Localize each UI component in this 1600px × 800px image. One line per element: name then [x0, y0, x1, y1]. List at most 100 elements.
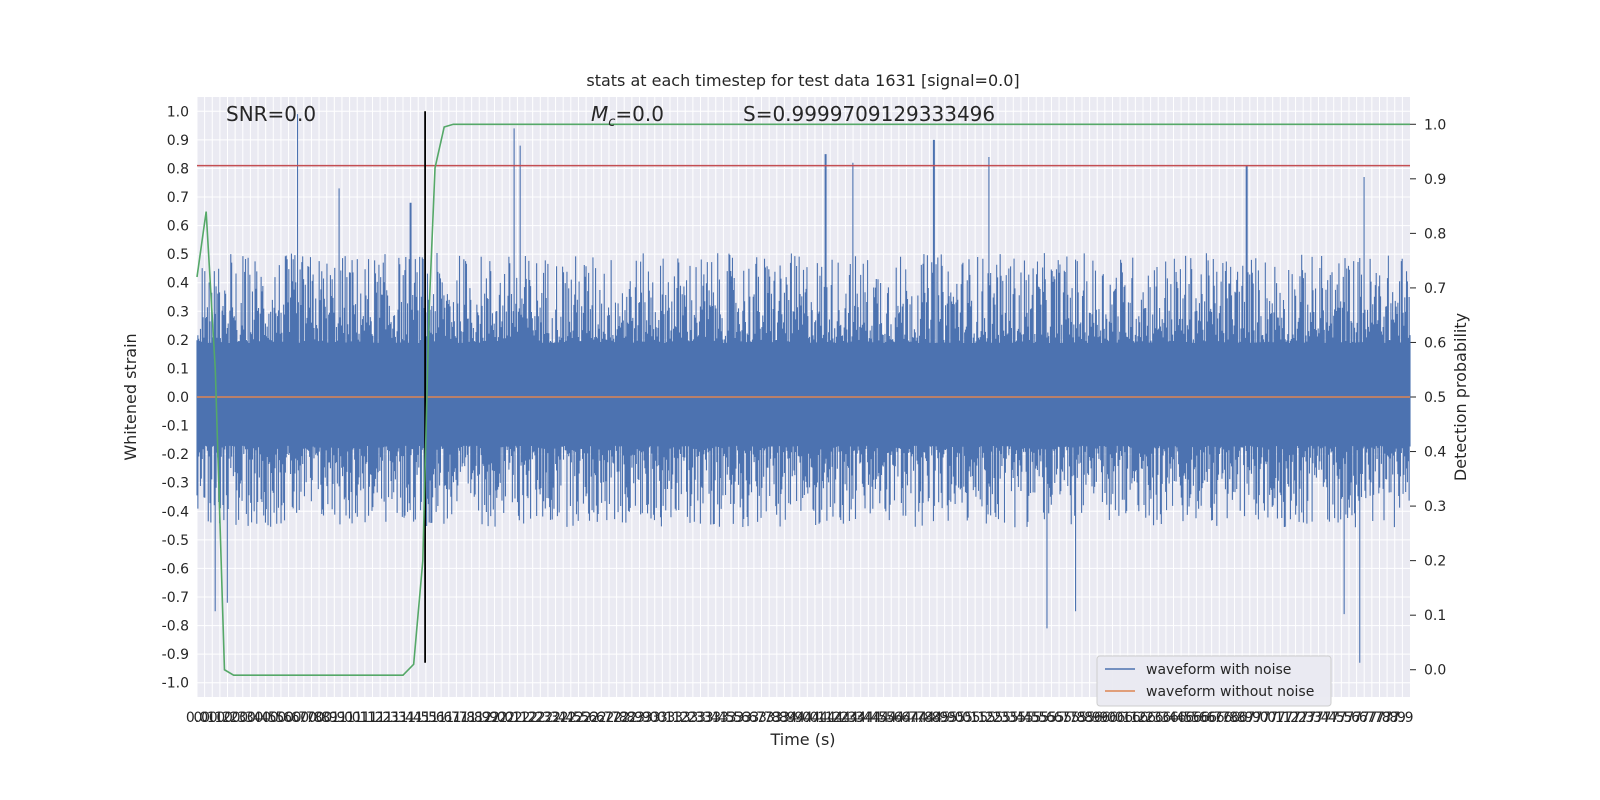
- x-tick-label: 4.1: [811, 710, 833, 726]
- x-tick-label: 4.9: [934, 710, 956, 726]
- x-tick-label: 0.3: [232, 710, 254, 726]
- x-tick-label: 0.5: [262, 710, 284, 726]
- x-tick-label: 6.5: [1170, 710, 1192, 726]
- x-tick-label: 2.5: [560, 710, 582, 726]
- legend: waveform with noise waveform without noi…: [1096, 655, 1332, 707]
- x-tick-label: 4.0: [796, 710, 818, 726]
- x-tick-label: 1.4: [392, 710, 414, 726]
- x-tick-label: 3.2: [674, 710, 696, 726]
- x-tick-label: 5.5: [1025, 710, 1047, 726]
- x-tick-label: 5.1: [956, 710, 978, 726]
- y-tick-label: 0.9: [167, 133, 189, 149]
- y-tick-label: -0.9: [162, 647, 189, 663]
- x-tick-label: 4.7: [903, 710, 925, 726]
- right-tick-label: 0.5: [1424, 390, 1446, 406]
- x-tick-label: 7.1: [1269, 710, 1291, 726]
- right-gridlines: [1410, 123, 1416, 671]
- x-tick-label: 3.8: [766, 710, 788, 726]
- x-tick-label: 7.3: [1292, 710, 1314, 726]
- x-tick-label: 0.5: [255, 710, 277, 726]
- x-tick-label: 3.9: [773, 710, 795, 726]
- right-tick-label: 0.9: [1424, 172, 1446, 188]
- x-tick-label: 7.1: [1262, 710, 1284, 726]
- right-tick-label: 0.2: [1424, 554, 1446, 570]
- x-tick-label: 1.6: [422, 710, 444, 726]
- right-tick-labels: 1.0 0.9 0.8 0.7 0.6 0.5 0.4 0.3 0.2 0.1 0.0: [1424, 117, 1446, 678]
- x-tick-label: 0.8: [308, 710, 330, 726]
- x-tick-label: 3.0: [636, 710, 658, 726]
- x-tick-label: 7.7: [1353, 710, 1375, 726]
- x-tick-label: 1.5: [415, 710, 437, 726]
- x-tick-label: 1.8: [453, 710, 475, 726]
- y-tick-label: -0.1: [162, 419, 189, 435]
- x-tick-label: 7.9: [1384, 710, 1406, 726]
- x-tick-label: 3.0: [644, 710, 666, 726]
- x-tick-label: 3.7: [750, 710, 772, 726]
- x-tick-label: 3.3: [689, 710, 711, 726]
- x-tick-label: 7.0: [1254, 710, 1276, 726]
- x-tick-label: 6.5: [1178, 710, 1200, 726]
- right-tick-label: 0.7: [1424, 281, 1446, 297]
- x-tick-label: 7.6: [1338, 710, 1360, 726]
- right-tick-label: 0.4: [1424, 445, 1446, 461]
- x-tick-label: 3.5: [720, 710, 742, 726]
- y-tick-label: 0.7: [167, 190, 189, 206]
- x-tick-label: 1.1: [354, 710, 376, 726]
- x-tick-label: 2.8: [613, 710, 635, 726]
- y-tick-label: -0.7: [162, 590, 189, 606]
- x-tick-label: 2.7: [598, 710, 620, 726]
- x-tick-label: 2.5: [567, 710, 589, 726]
- x-tick-label: 3.6: [735, 710, 757, 726]
- x-tick-label: 5.4: [1010, 710, 1032, 726]
- x-tick-label: 7.5: [1330, 710, 1352, 726]
- x-tick-label: 4.6: [880, 710, 902, 726]
- x-tick-label: 0.1: [193, 710, 215, 726]
- legend-box: [1096, 655, 1332, 707]
- y-tick-label: -0.3: [162, 476, 189, 492]
- x-tick-label: 4.9: [926, 710, 948, 726]
- x-tick-label: 3.2: [666, 710, 688, 726]
- x-tick-label: 6.7: [1201, 710, 1223, 726]
- x-tick-label: 0.7: [293, 710, 315, 726]
- x-tick-label: 5.2: [972, 710, 994, 726]
- x-tick-label: 2.1: [506, 710, 528, 726]
- y-tick-label: 0.6: [167, 219, 189, 235]
- x-tick-label: 1.7: [438, 710, 460, 726]
- x-tick-label: 7.4: [1307, 710, 1329, 726]
- mc-value: =0.0: [615, 102, 664, 126]
- x-tick-label: 6.9: [1231, 710, 1253, 726]
- x-tick-label: 4.0: [789, 710, 811, 726]
- y-axis-label: Whitened strain: [121, 333, 140, 460]
- x-tick-label: 0.2: [209, 710, 231, 726]
- x-tick-label: 0.6: [270, 710, 292, 726]
- x-tick-labels: 0.00.10.10.20.20.30.30.40.40.50.50.60.60…: [186, 710, 1414, 726]
- x-axis-label: Time (s): [769, 730, 835, 749]
- x-tick-label: 2.2: [522, 710, 544, 726]
- x-tick-label: 6.4: [1155, 710, 1177, 726]
- y-tick-label: 0.4: [167, 276, 189, 292]
- x-tick-label: 5.6: [1033, 710, 1055, 726]
- x-tick-label: 7.4: [1315, 710, 1337, 726]
- x-tick-label: 5.8: [1071, 710, 1093, 726]
- mc-symbol: M: [591, 102, 608, 126]
- x-tick-label: 2.1: [499, 710, 521, 726]
- x-tick-label: 7.2: [1284, 710, 1306, 726]
- s-annotation: S=0.9999709129333496: [743, 102, 995, 126]
- x-tick-label: 6.0: [1101, 710, 1123, 726]
- x-tick-label: 4.4: [850, 710, 872, 726]
- x-tick-label: 6.1: [1109, 710, 1131, 726]
- x-tick-label: 3.3: [682, 710, 704, 726]
- x-tick-label: 6.4: [1162, 710, 1184, 726]
- x-tick-label: 6.8: [1223, 710, 1245, 726]
- x-tick-label: 5.8: [1063, 710, 1085, 726]
- x-tick-label: 7.8: [1376, 710, 1398, 726]
- x-tick-label: 2.0: [491, 710, 513, 726]
- x-tick-label: 5.4: [1002, 710, 1024, 726]
- x-tick-label: 4.7: [895, 710, 917, 726]
- x-tick-label: 2.3: [537, 710, 559, 726]
- x-tick-label: 0.4: [239, 710, 261, 726]
- x-tick-label: 5.7: [1056, 710, 1078, 726]
- x-tick-label: 6.0: [1094, 710, 1116, 726]
- x-tick-label: 6.7: [1208, 710, 1230, 726]
- y-tick-label: 0.2: [167, 333, 189, 349]
